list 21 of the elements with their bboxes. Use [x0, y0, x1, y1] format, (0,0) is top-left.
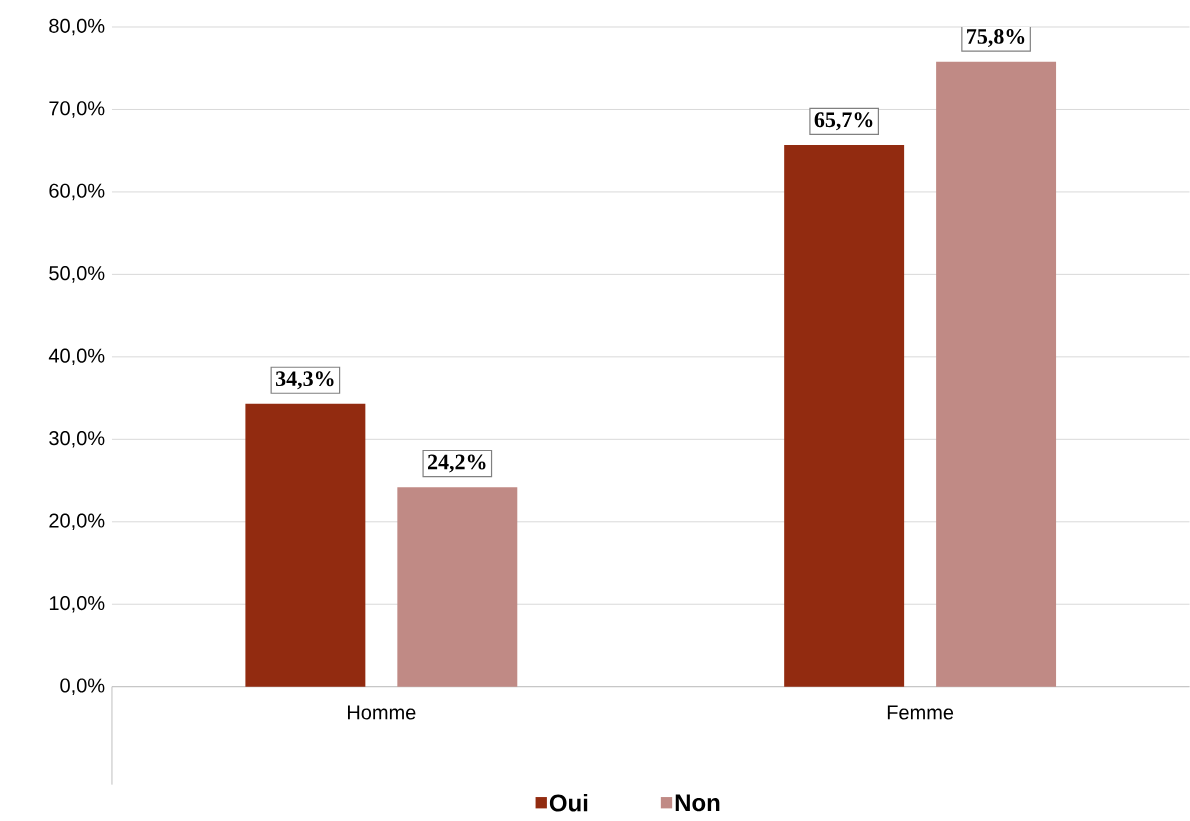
bar: [784, 145, 905, 687]
legend-label: Non: [675, 794, 720, 812]
y-tick-label: 80,0%: [49, 18, 105, 36]
y-tick-label: 60,0%: [49, 183, 105, 201]
y-tick-label: 70,0%: [49, 101, 105, 118]
y-tick-label: 40,0%: [48, 348, 105, 366]
y-tick-label: 20,0%: [49, 513, 105, 531]
y-tick-label: 50,0%: [49, 266, 105, 283]
bar: [245, 404, 366, 687]
data-label: 75,8%: [967, 29, 1025, 48]
x-tick-label: Homme: [347, 705, 416, 720]
y-tick-label: 10,0%: [49, 596, 105, 613]
data-label: 65,7%: [814, 112, 873, 131]
data-label: 24,2%: [428, 454, 486, 473]
x-tick-label: Femme: [887, 705, 954, 720]
data-label: 34,3%: [275, 371, 334, 390]
bar: [397, 487, 518, 687]
bar: [936, 61, 1057, 687]
legend-label: Oui: [549, 794, 588, 812]
y-tick-label: 0,0%: [60, 678, 105, 696]
y-tick-label: 30,0%: [49, 431, 105, 448]
